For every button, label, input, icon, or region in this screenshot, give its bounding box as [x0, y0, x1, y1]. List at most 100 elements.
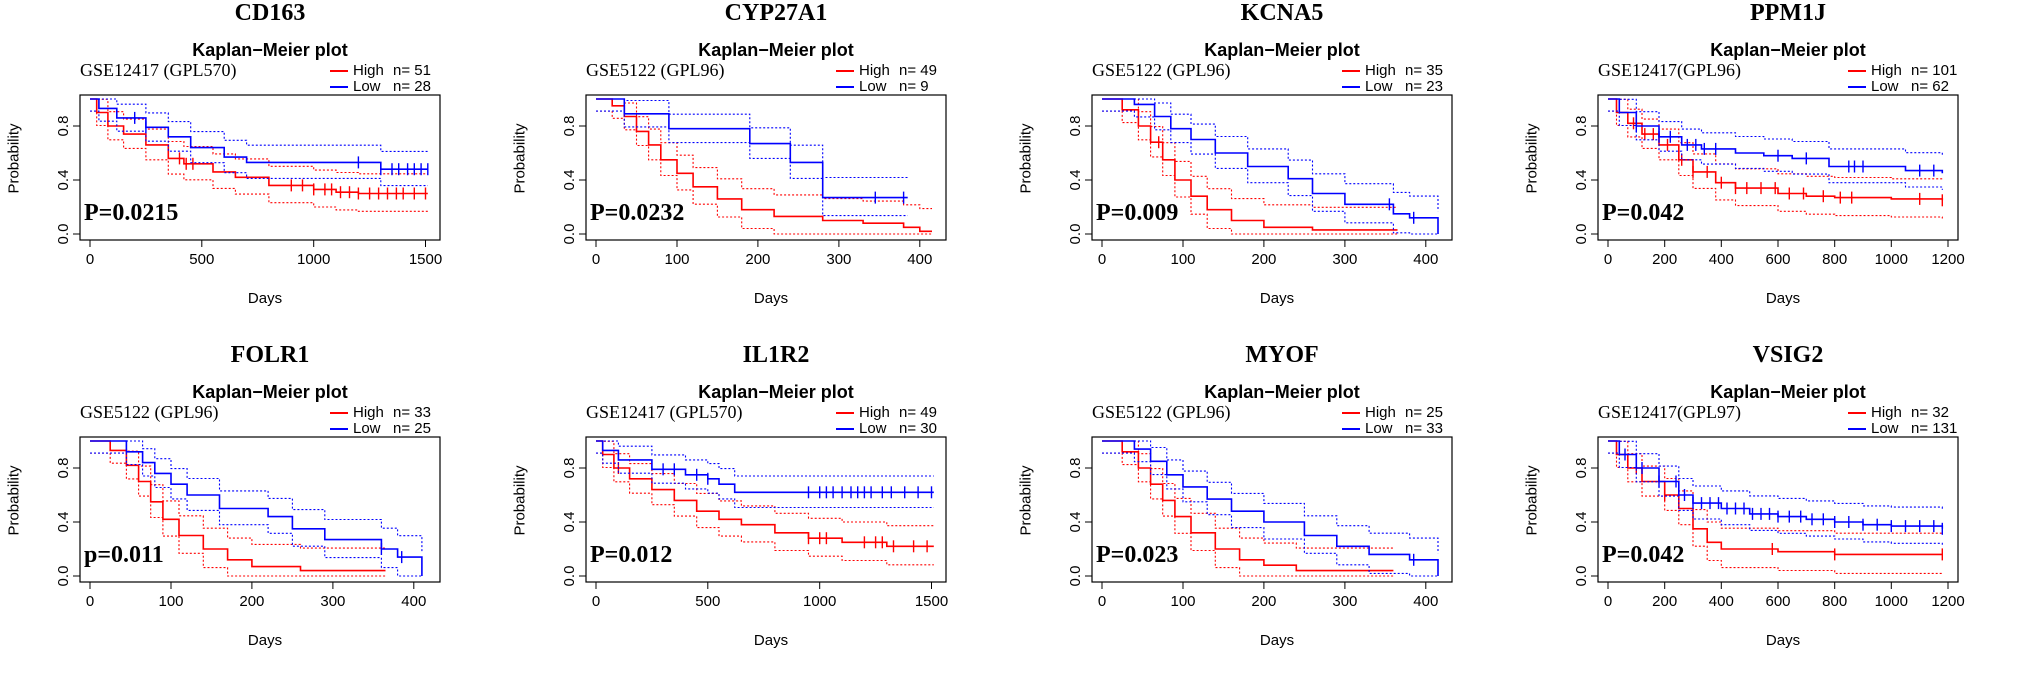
x-tick-label: 0 — [86, 593, 94, 610]
legend-item: High n= 32 — [1848, 404, 1949, 421]
ci-band-low — [90, 452, 422, 577]
dataset-label: GSE5122 (GPL96) — [586, 60, 725, 80]
survival-curve-low — [596, 440, 934, 494]
legend-series-name: Low — [859, 420, 887, 437]
x-tick-label: 100 — [1170, 593, 1195, 610]
legend-swatch — [836, 86, 854, 89]
ci-band-high — [596, 440, 934, 527]
km-panel: 0 200 400 600 800 1000 1200 0.0 0.4 0.8 PPM1J Kapla… — [1518, 0, 2024, 342]
y-tick-label: 0.0 — [561, 224, 578, 245]
gene-title: MYOF — [1245, 342, 1319, 368]
x-axis-label: Days — [247, 290, 283, 307]
p-value: P=0.009 — [1096, 200, 1179, 226]
legend-count: n= 9 — [899, 78, 929, 95]
km-plot-svg: 0 200 400 600 800 1000 1200 0.0 0.4 0.8 — [1573, 436, 1965, 610]
p-value: P=0.012 — [590, 542, 673, 568]
legend-count: n= 35 — [1405, 62, 1443, 79]
y-tick-label: 0.0 — [55, 224, 72, 245]
legend-count: n= 49 — [899, 404, 937, 421]
legend-count: n= 49 — [899, 62, 937, 79]
x-tick-label: 400 — [401, 593, 426, 610]
km-panel: 0 100 200 300 400 0.0 0.4 0.8 KCNA5 Kaplan−Meier … — [1012, 0, 1518, 342]
survival-curve-high — [596, 440, 934, 548]
x-tick-label: 100 — [664, 251, 689, 268]
survival-curve-low — [1608, 98, 1944, 174]
legend-swatch — [1848, 412, 1866, 415]
legend-series-name: Low — [1871, 420, 1899, 437]
survival-curve-high — [1102, 98, 1398, 231]
legend-count: n= 32 — [1911, 404, 1949, 421]
p-value: P=0.023 — [1096, 542, 1179, 568]
x-tick-label: 400 — [1709, 593, 1734, 610]
legend-series-name: High — [1365, 404, 1396, 421]
survival-curve-high — [1102, 440, 1394, 572]
legend-item: Low n= 9 — [836, 78, 929, 95]
legend-swatch — [1342, 86, 1360, 89]
legend-swatch — [1848, 86, 1866, 89]
legend-swatch — [836, 428, 854, 431]
y-tick-label: 0.8 — [55, 458, 72, 479]
ci-band-low — [596, 110, 908, 217]
x-axis-label: Days — [753, 290, 789, 307]
y-tick-label: 0.0 — [1067, 224, 1084, 245]
x-tick-label: 1500 — [409, 251, 442, 268]
x-tick-label: 0 — [86, 251, 94, 268]
plot-frame — [1091, 94, 1453, 241]
ci-band-high — [1102, 110, 1398, 235]
x-tick-label: 0 — [1098, 593, 1106, 610]
x-tick-label: 1000 — [1875, 593, 1908, 610]
x-tick-label: 200 — [745, 251, 770, 268]
y-tick-label: 0.4 — [55, 512, 72, 533]
x-tick-label: 300 — [826, 251, 851, 268]
legend-series-name: Low — [1365, 78, 1393, 95]
x-tick-label: 0 — [1098, 251, 1106, 268]
legend-swatch — [330, 86, 348, 89]
ci-band-low — [596, 452, 934, 509]
km-panel: 0 100 200 300 400 0.0 0.4 0.8 MYOF Kaplan−Meier p… — [1012, 342, 1518, 684]
x-tick-label: 0 — [592, 251, 600, 268]
p-value: P=0.0215 — [84, 200, 179, 226]
km-panel: 0 100 200 300 400 0.0 0.4 0.8 FOLR1 Kaplan−Meier … — [0, 342, 506, 684]
legend-item: High n= 33 — [330, 404, 431, 421]
y-axis-label: Probability — [511, 465, 529, 536]
gene-title: PPM1J — [1750, 0, 1826, 26]
survival-curve-low — [1102, 440, 1439, 576]
ci-band-high — [1608, 452, 1943, 574]
ci-band-high — [1608, 110, 1943, 219]
x-tick-label: 300 — [320, 593, 345, 610]
dataset-label: GSE12417 (GPL570) — [80, 60, 237, 80]
y-tick-label: 0.8 — [1067, 458, 1084, 479]
gene-title: FOLR1 — [230, 342, 310, 368]
ci-band-high — [1102, 98, 1398, 208]
legend-item: High n= 51 — [330, 62, 431, 79]
survival-curve-high — [596, 98, 932, 233]
legend-series-name: High — [353, 404, 384, 421]
legend-item: High n= 49 — [836, 404, 937, 421]
gene-title: CD163 — [234, 0, 306, 26]
km-panel: 0 500 1000 1500 0.0 0.4 0.8 CD163 Kaplan−Meier p… — [0, 0, 506, 342]
legend-swatch — [1342, 412, 1360, 415]
dataset-label: GSE5122 (GPL96) — [1092, 60, 1231, 80]
legend-count: n= 23 — [1405, 78, 1443, 95]
x-tick-label: 500 — [189, 251, 214, 268]
y-tick-label: 0.0 — [1067, 566, 1084, 587]
ci-band-low — [1608, 440, 1943, 510]
y-tick-label: 0.4 — [561, 170, 578, 191]
legend-count: n= 33 — [393, 404, 431, 421]
x-tick-label: 0 — [592, 593, 600, 610]
x-tick-label: 1200 — [1931, 251, 1964, 268]
plot-title: Kaplan−Meier plot — [1710, 40, 1866, 60]
y-tick-label: 0.0 — [1573, 566, 1590, 587]
x-tick-label: 200 — [239, 593, 264, 610]
plot-title: Kaplan−Meier plot — [698, 382, 854, 402]
survival-curve-low — [1608, 440, 1944, 529]
ci-band-high — [90, 110, 428, 212]
km-plot-svg: 0 500 1000 1500 0.0 0.4 0.8 — [55, 94, 442, 268]
km-panel: 0 500 1000 1500 0.0 0.4 0.8 IL1R2 Kaplan−Meier p… — [506, 342, 1012, 684]
survival-curve-high — [1608, 98, 1944, 201]
ci-band-low — [1608, 98, 1943, 156]
legend-series-name: High — [859, 404, 890, 421]
p-value: P=0.042 — [1602, 200, 1685, 226]
plot-title: Kaplan−Meier plot — [192, 382, 348, 402]
y-tick-label: 0.4 — [1573, 512, 1590, 533]
